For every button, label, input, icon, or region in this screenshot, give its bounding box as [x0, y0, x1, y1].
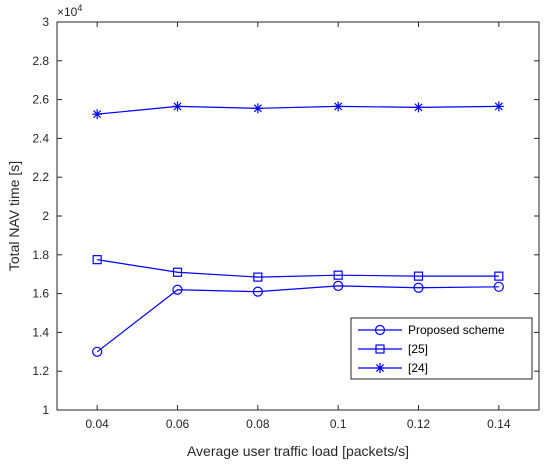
data-point-asterisk — [413, 102, 424, 113]
data-point-asterisk — [252, 103, 263, 114]
y-axis-exponent: ×104 — [57, 3, 82, 19]
series-layer — [92, 101, 504, 357]
data-point-asterisk — [92, 109, 103, 120]
data-point-circle — [413, 282, 424, 293]
data-point-square — [172, 267, 183, 277]
y-axis-exponent-base: ×10 — [57, 5, 78, 19]
x-tick-label: 0.06 — [166, 417, 190, 431]
x-tick-label: 0.14 — [487, 417, 511, 431]
data-point-circle — [92, 346, 103, 357]
axis-ticks: 0.04 0.06 0.08 0.1 0.12 0.14 1 1.2 1.4 1.6 1.8 2 2.2… — [32, 15, 539, 431]
series-line — [97, 105, 499, 115]
x-axis-label: Average user traffic load [packets/s] — [187, 443, 409, 459]
data-point-square — [333, 270, 343, 280]
legend: Proposed scheme [25] [24] — [350, 317, 533, 380]
y-axis-exponent-power: 4 — [77, 3, 82, 13]
y-tick-label: 2.2 — [32, 170, 49, 184]
series-line — [97, 259, 499, 278]
series-line — [96, 285, 499, 353]
data-point-square — [375, 344, 385, 354]
y-tick-label: 3 — [42, 15, 49, 29]
data-point-asterisk — [375, 363, 385, 373]
data-point-circle — [333, 280, 344, 291]
x-tick-label: 0.04 — [85, 417, 109, 431]
data-point-asterisk — [172, 101, 183, 112]
y-tick-label: 2.8 — [32, 54, 49, 68]
y-tick-label: 1.2 — [32, 364, 49, 378]
data-point-asterisk — [493, 101, 504, 112]
legend-label: Proposed scheme — [408, 323, 505, 337]
y-axis-label: Total NAV time [s] — [6, 161, 22, 271]
legend-label: [24] — [408, 361, 428, 375]
y-tick-label: 1.6 — [32, 287, 49, 301]
series-circle — [92, 280, 504, 357]
data-point-circle — [493, 281, 504, 292]
data-point-square — [413, 271, 424, 281]
data-point-circle — [252, 286, 263, 297]
data-point-circle — [172, 284, 183, 295]
x-tick-label: 0.08 — [246, 417, 270, 431]
legend-entry: [24] — [358, 361, 428, 375]
y-tick-label: 1.4 — [32, 325, 49, 339]
x-tick-label: 0.12 — [407, 417, 431, 431]
y-tick-label: 1.8 — [32, 248, 49, 262]
series-asterisk — [92, 101, 504, 120]
y-tick-label: 2 — [42, 209, 49, 223]
y-tick-label: 1 — [42, 403, 49, 417]
y-tick-label: 2.6 — [32, 93, 49, 107]
data-point-asterisk — [333, 101, 344, 112]
data-point-square — [253, 272, 263, 282]
data-point-circle — [374, 324, 386, 336]
x-tick-label: 0.1 — [330, 417, 347, 431]
series-square — [92, 255, 504, 282]
y-tick-label: 2.4 — [32, 131, 49, 145]
data-point-square — [494, 271, 504, 281]
legend-entry: Proposed scheme — [358, 323, 505, 337]
legend-label: [25] — [408, 342, 428, 356]
legend-entry: [25] — [358, 342, 428, 356]
data-point-square — [92, 255, 102, 265]
